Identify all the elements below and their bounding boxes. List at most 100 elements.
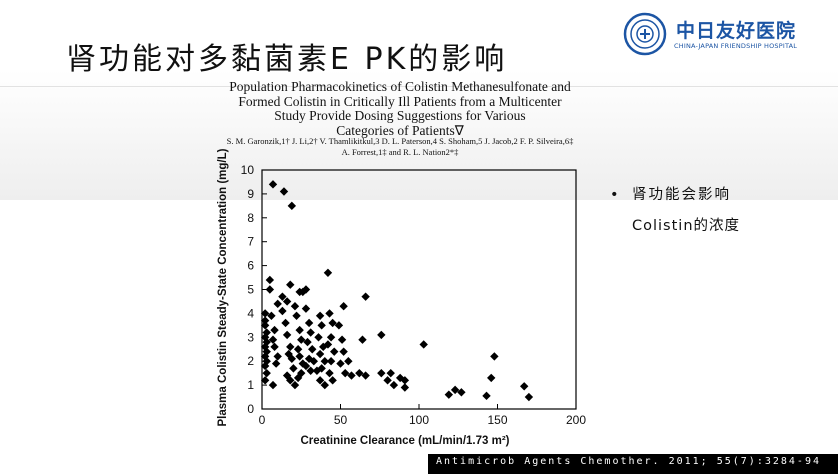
x-tick-label: 0 bbox=[259, 413, 266, 427]
hospital-seal-icon bbox=[623, 12, 667, 56]
data-point bbox=[315, 376, 325, 385]
data-point bbox=[281, 318, 290, 328]
data-point bbox=[292, 311, 301, 320]
x-tick-label: 150 bbox=[487, 413, 507, 427]
x-tick-label: 200 bbox=[566, 413, 586, 427]
data-point bbox=[282, 330, 292, 340]
data-point bbox=[295, 352, 304, 361]
data-point bbox=[309, 357, 319, 366]
data-point bbox=[304, 318, 314, 328]
data-point bbox=[260, 316, 270, 325]
paper-title-line: Formed Colistin in Critically Ill Patien… bbox=[238, 93, 562, 109]
data-point bbox=[295, 325, 304, 335]
paper-title-line: Population Pharmacokinetics of Colistin … bbox=[229, 79, 571, 94]
data-point bbox=[286, 376, 295, 385]
data-point bbox=[293, 345, 303, 354]
data-point bbox=[328, 376, 337, 385]
data-point bbox=[361, 371, 370, 380]
y-tick-label: 2 bbox=[247, 354, 254, 368]
data-point bbox=[279, 187, 289, 196]
data-point bbox=[519, 382, 529, 391]
data-point bbox=[287, 201, 297, 211]
data-point bbox=[273, 352, 282, 361]
y-tick-label: 5 bbox=[247, 283, 254, 297]
slide-title: 肾功能对多黏菌素E PK的影响 bbox=[66, 42, 508, 77]
data-point bbox=[377, 368, 386, 378]
slide-divider bbox=[0, 86, 838, 87]
data-point bbox=[341, 368, 350, 378]
data-point bbox=[450, 385, 460, 395]
data-point bbox=[293, 373, 303, 383]
data-point bbox=[286, 342, 295, 352]
data-point bbox=[400, 383, 410, 392]
bullet-text-line2: Colistin的浓度 bbox=[632, 218, 741, 234]
hospital-logo: 中日友好医院 CHINA-JAPAN FRIENDSHIP HOSPITAL bbox=[621, 12, 811, 56]
data-point bbox=[282, 297, 292, 306]
paper-authors: S. M. Garonzik,1† J. Li,2† V. Thamlikitk… bbox=[160, 136, 640, 158]
data-point bbox=[339, 347, 348, 356]
data-point bbox=[265, 275, 275, 285]
x-axis-label: Creatinine Clearance (mL/min/1.73 m²) bbox=[301, 435, 510, 447]
y-tick-label: 9 bbox=[247, 187, 254, 201]
data-point bbox=[355, 368, 364, 378]
paper-title-line: Categories of Patients∇ bbox=[336, 122, 464, 138]
data-point bbox=[271, 359, 281, 368]
data-point bbox=[386, 368, 395, 378]
data-point bbox=[262, 368, 271, 378]
data-point bbox=[320, 357, 329, 366]
data-point bbox=[326, 357, 336, 366]
data-point bbox=[301, 285, 311, 294]
y-tick-label: 6 bbox=[247, 259, 254, 273]
data-point bbox=[297, 335, 306, 344]
data-point bbox=[270, 325, 279, 335]
data-point bbox=[273, 299, 282, 309]
y-tick-label: 0 bbox=[247, 402, 254, 416]
data-point bbox=[289, 364, 298, 373]
data-point bbox=[361, 292, 370, 301]
x-tick-label: 100 bbox=[409, 413, 429, 427]
data-point bbox=[389, 380, 399, 390]
data-point bbox=[301, 361, 311, 371]
y-tick-label: 4 bbox=[247, 306, 254, 320]
data-point bbox=[482, 391, 491, 401]
data-point bbox=[339, 302, 348, 311]
data-point bbox=[323, 268, 333, 277]
reference-bar: Antimicrob Agents Chemother. 2011; 55(7)… bbox=[428, 454, 838, 474]
paper-title-line: Study Provide Dosing Suggestions for Var… bbox=[274, 108, 526, 123]
data-point bbox=[347, 371, 356, 380]
data-point bbox=[278, 292, 287, 301]
data-point bbox=[344, 357, 353, 366]
data-point bbox=[268, 180, 278, 189]
data-point bbox=[330, 347, 339, 356]
data-point bbox=[308, 345, 317, 354]
reference-citation: Antimicrob Agents Chemother. 2011; 55(7)… bbox=[436, 456, 821, 467]
data-point bbox=[358, 335, 367, 344]
y-tick-label: 3 bbox=[247, 330, 254, 344]
data-point bbox=[419, 340, 428, 349]
data-point bbox=[334, 321, 344, 330]
logo-name: 中日友好医院 bbox=[676, 20, 797, 42]
bullet-marker: • bbox=[610, 187, 619, 203]
data-point bbox=[265, 285, 275, 294]
data-point bbox=[306, 366, 315, 375]
data-point bbox=[267, 311, 276, 320]
data-point bbox=[337, 335, 347, 344]
data-point bbox=[377, 330, 386, 340]
data-point bbox=[444, 390, 454, 399]
data-point bbox=[325, 309, 334, 318]
data-point bbox=[260, 376, 270, 385]
data-point bbox=[524, 392, 534, 402]
y-tick-label: 1 bbox=[247, 378, 254, 392]
logo-subtitle: CHINA-JAPAN FRIENDSHIP HOSPITAL bbox=[674, 42, 798, 50]
bullet-text-line1: 肾功能会影响 bbox=[632, 187, 731, 203]
y-tick-label: 10 bbox=[241, 163, 255, 177]
data-point bbox=[315, 311, 325, 320]
data-point bbox=[303, 337, 312, 347]
y-axis-label: Plasma Colistin Steady-State Concentrati… bbox=[217, 148, 229, 426]
data-point bbox=[290, 380, 300, 390]
data-point bbox=[268, 335, 278, 344]
x-tick-label: 50 bbox=[334, 413, 348, 427]
data-point bbox=[323, 340, 333, 349]
data-point bbox=[383, 376, 392, 385]
data-point bbox=[490, 352, 499, 361]
